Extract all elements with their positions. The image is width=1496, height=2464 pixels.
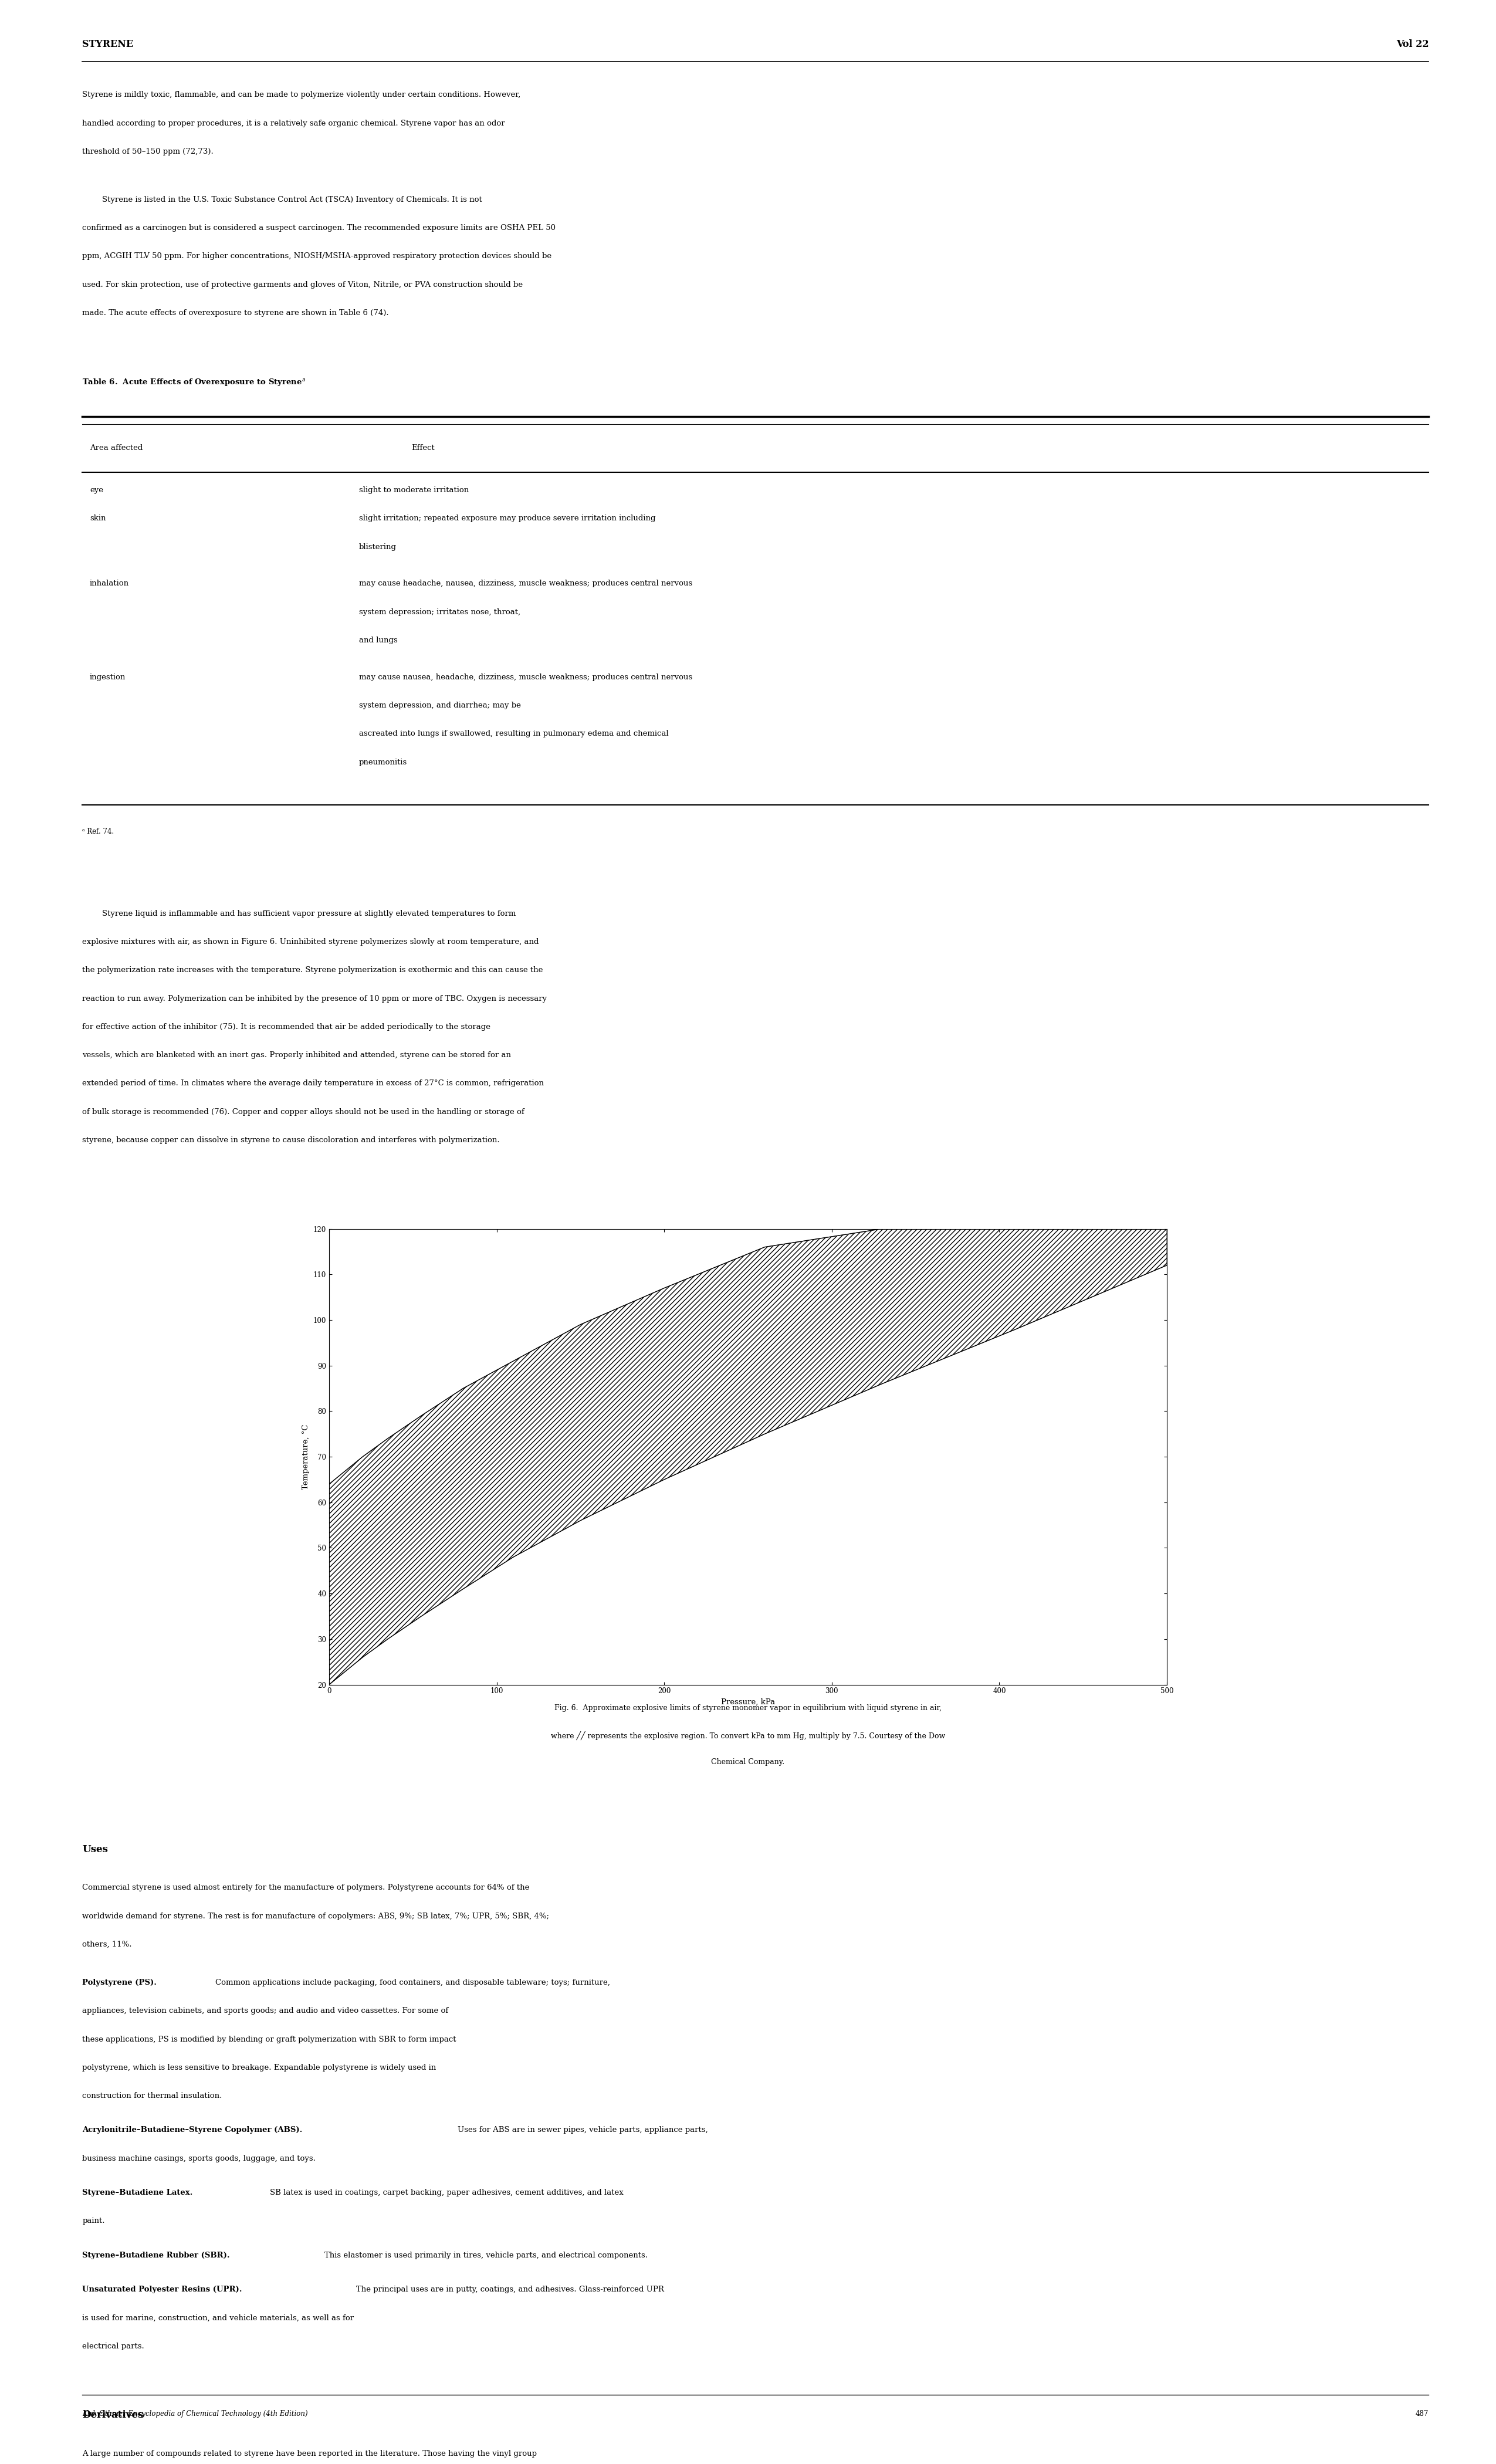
- Text: Styrene–Butadiene Latex.: Styrene–Butadiene Latex.: [82, 2188, 193, 2195]
- Text: paint.: paint.: [82, 2218, 105, 2225]
- Text: Kirk-Othmer Encyclopedia of Chemical Technology (4th Edition): Kirk-Othmer Encyclopedia of Chemical Tec…: [82, 2410, 308, 2417]
- Text: slight to moderate irritation: slight to moderate irritation: [359, 485, 468, 493]
- Text: and lungs: and lungs: [359, 636, 398, 643]
- Text: confirmed as a carcinogen but is considered a suspect carcinogen. The recommende: confirmed as a carcinogen but is conside…: [82, 224, 555, 232]
- Text: inhalation: inhalation: [90, 579, 129, 586]
- Text: The principal uses are in putty, coatings, and adhesives. Glass-reinforced UPR: The principal uses are in putty, coating…: [356, 2287, 664, 2294]
- Text: Area affected: Area affected: [90, 444, 142, 451]
- Text: of bulk storage is recommended (76). Copper and copper alloys should not be used: of bulk storage is recommended (76). Cop…: [82, 1109, 525, 1116]
- Text: Commercial styrene is used almost entirely for the manufacture of polymers. Poly: Commercial styrene is used almost entire…: [82, 1885, 530, 1892]
- Text: may cause headache, nausea, dizziness, muscle weakness; produces central nervous: may cause headache, nausea, dizziness, m…: [359, 579, 693, 586]
- Text: worldwide demand for styrene. The rest is for manufacture of copolymers: ABS, 9%: worldwide demand for styrene. The rest i…: [82, 1912, 549, 1919]
- Text: appliances, television cabinets, and sports goods; and audio and video cassettes: appliances, television cabinets, and spo…: [82, 2008, 449, 2016]
- Text: Styrene is mildly toxic, flammable, and can be made to polymerize violently unde: Styrene is mildly toxic, flammable, and …: [82, 91, 521, 99]
- Text: skin: skin: [90, 515, 106, 522]
- Text: Chemical Company.: Chemical Company.: [711, 1759, 785, 1767]
- Text: business machine casings, sports goods, luggage, and toys.: business machine casings, sports goods, …: [82, 2154, 316, 2163]
- X-axis label: Pressure, kPa: Pressure, kPa: [721, 1698, 775, 1705]
- Text: SB latex is used in coatings, carpet backing, paper adhesives, cement additives,: SB latex is used in coatings, carpet bac…: [269, 2188, 624, 2195]
- Text: may cause nausea, headache, dizziness, muscle weakness; produces central nervous: may cause nausea, headache, dizziness, m…: [359, 673, 693, 680]
- Text: 487: 487: [1415, 2410, 1429, 2417]
- Text: system depression, and diarrhea; may be: system depression, and diarrhea; may be: [359, 702, 521, 710]
- Text: Common applications include packaging, food containers, and disposable tableware: Common applications include packaging, f…: [215, 1979, 610, 1986]
- Text: STYRENE: STYRENE: [82, 39, 133, 49]
- Text: Vol 22: Vol 22: [1396, 39, 1429, 49]
- Text: threshold of 50–150 ppm (72,73).: threshold of 50–150 ppm (72,73).: [82, 148, 214, 155]
- Text: blistering: blistering: [359, 542, 396, 549]
- Text: is used for marine, construction, and vehicle materials, as well as for: is used for marine, construction, and ve…: [82, 2314, 355, 2321]
- Text: Polystyrene (PS).: Polystyrene (PS).: [82, 1979, 157, 1986]
- Text: Styrene–Butadiene Rubber (SBR).: Styrene–Butadiene Rubber (SBR).: [82, 2252, 230, 2259]
- Text: slight irritation; repeated exposure may produce severe irritation including: slight irritation; repeated exposure may…: [359, 515, 655, 522]
- Text: construction for thermal insulation.: construction for thermal insulation.: [82, 2092, 221, 2099]
- Text: polystyrene, which is less sensitive to breakage. Expandable polystyrene is wide: polystyrene, which is less sensitive to …: [82, 2065, 437, 2072]
- Text: electrical parts.: electrical parts.: [82, 2343, 144, 2351]
- Text: handled according to proper procedures, it is a relatively safe organic chemical: handled according to proper procedures, …: [82, 118, 506, 128]
- Text: explosive mixtures with air, as shown in Figure 6. Uninhibited styrene polymeriz: explosive mixtures with air, as shown in…: [82, 939, 539, 946]
- Text: ascreated into lungs if swallowed, resulting in pulmonary edema and chemical: ascreated into lungs if swallowed, resul…: [359, 729, 669, 737]
- Text: Fig. 6.  Approximate explosive limits of styrene monomer vapor in equilibrium wi: Fig. 6. Approximate explosive limits of …: [555, 1705, 941, 1712]
- Text: used. For skin protection, use of protective garments and gloves of Viton, Nitri: used. For skin protection, use of protec…: [82, 281, 524, 288]
- Text: ppm, ACGIH TLV 50 ppm. For higher concentrations, NIOSH/MSHA-approved respirator: ppm, ACGIH TLV 50 ppm. For higher concen…: [82, 251, 552, 261]
- Text: Table 6.  Acute Effects of Overexposure to Styrene$^{a}$: Table 6. Acute Effects of Overexposure t…: [82, 377, 305, 387]
- Text: made. The acute effects of overexposure to styrene are shown in Table 6 (74).: made. The acute effects of overexposure …: [82, 308, 389, 318]
- Text: Derivatives: Derivatives: [82, 2410, 144, 2420]
- Text: Unsaturated Polyester Resins (UPR).: Unsaturated Polyester Resins (UPR).: [82, 2287, 242, 2294]
- Text: extended period of time. In climates where the average daily temperature in exce: extended period of time. In climates whe…: [82, 1079, 545, 1087]
- Text: eye: eye: [90, 485, 103, 493]
- Text: vessels, which are blanketed with an inert gas. Properly inhibited and attended,: vessels, which are blanketed with an ine…: [82, 1052, 512, 1060]
- Text: others, 11%.: others, 11%.: [82, 1942, 132, 1949]
- Text: This elastomer is used primarily in tires, vehicle parts, and electrical compone: This elastomer is used primarily in tire…: [325, 2252, 648, 2259]
- Text: reaction to run away. Polymerization can be inhibited by the presence of 10 ppm : reaction to run away. Polymerization can…: [82, 995, 548, 1003]
- Text: Styrene is listed in the U.S. Toxic Substance Control Act (TSCA) Inventory of Ch: Styrene is listed in the U.S. Toxic Subs…: [82, 195, 482, 205]
- Text: styrene, because copper can dissolve in styrene to cause discoloration and inter: styrene, because copper can dissolve in …: [82, 1136, 500, 1143]
- Text: the polymerization rate increases with the temperature. Styrene polymerization i: the polymerization rate increases with t…: [82, 966, 543, 973]
- Text: these applications, PS is modified by blending or graft polymerization with SBR : these applications, PS is modified by bl…: [82, 2035, 456, 2043]
- Text: Styrene liquid is inflammable and has sufficient vapor pressure at slightly elev: Styrene liquid is inflammable and has su…: [82, 909, 516, 917]
- Text: pneumonitis: pneumonitis: [359, 759, 407, 766]
- Text: ᵃ Ref. 74.: ᵃ Ref. 74.: [82, 828, 114, 835]
- Text: Uses: Uses: [82, 1843, 108, 1855]
- Text: Acrylonitrile–Butadiene–Styrene Copolymer (ABS).: Acrylonitrile–Butadiene–Styrene Copolyme…: [82, 2126, 302, 2134]
- Text: ingestion: ingestion: [90, 673, 126, 680]
- Text: Effect: Effect: [411, 444, 435, 451]
- Text: where ╱╱ represents the explosive region. To convert kPa to mm Hg, multiply by 7: where ╱╱ represents the explosive region…: [551, 1732, 945, 1740]
- Text: Uses for ABS are in sewer pipes, vehicle parts, appliance parts,: Uses for ABS are in sewer pipes, vehicle…: [458, 2126, 708, 2134]
- Text: for effective action of the inhibitor (75). It is recommended that air be added : for effective action of the inhibitor (7…: [82, 1023, 491, 1030]
- Y-axis label: Temperature, °C: Temperature, °C: [302, 1424, 310, 1488]
- Text: A large number of compounds related to styrene have been reported in the literat: A large number of compounds related to s…: [82, 2449, 537, 2457]
- Text: system depression; irritates nose, throat,: system depression; irritates nose, throa…: [359, 609, 521, 616]
